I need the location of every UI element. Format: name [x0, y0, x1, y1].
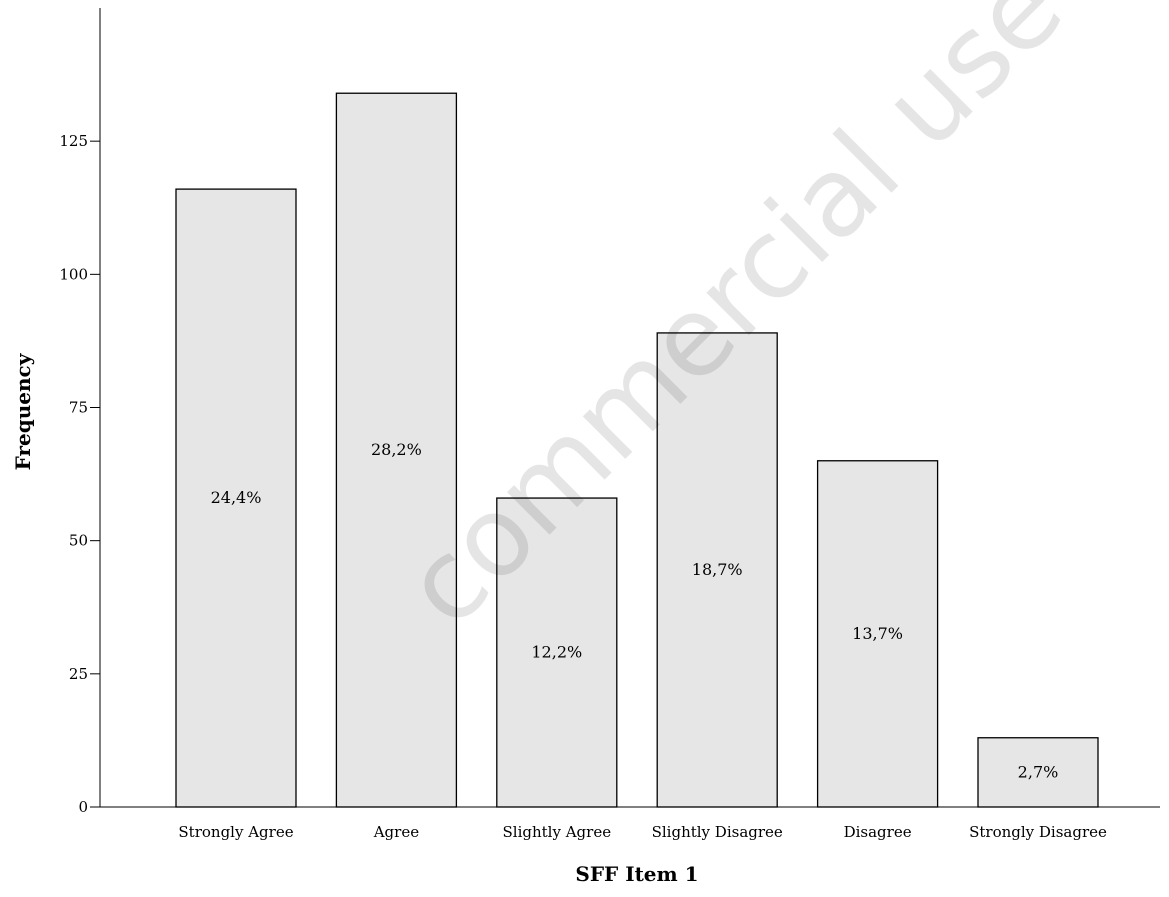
labels: Strongly Agree 24,4% Agree 28,2% Slightly Ag… [178, 440, 1107, 841]
data-label: 13,7% [852, 624, 903, 643]
data-label: 28,2% [371, 440, 422, 459]
data-label: 2,7% [1018, 762, 1059, 781]
x-tick-label: Strongly Disagree [969, 823, 1107, 841]
x-tick-label: Slightly Disagree [652, 823, 783, 841]
y-axis-title: Frequency [11, 352, 35, 470]
data-label: 24,4% [211, 488, 262, 507]
y-tick-label: 125 [59, 132, 88, 150]
y-tick-label: 50 [69, 532, 88, 550]
bar [496, 497, 618, 808]
bars [175, 92, 1099, 808]
data-label: 18,7% [692, 560, 743, 579]
y-tick-label: 0 [78, 798, 88, 816]
y-tick-label: 75 [69, 399, 88, 417]
x-tick-label: Agree [373, 823, 419, 841]
bar [656, 332, 778, 808]
bar [175, 188, 297, 808]
y-tick-label: 100 [59, 265, 88, 283]
x-axis-title: SFF Item 1 [575, 862, 698, 886]
bar [816, 460, 939, 808]
x-tick-label: Disagree [844, 823, 912, 841]
bar [335, 92, 458, 808]
x-tick-label: Slightly Agree [503, 823, 612, 841]
x-tick-label: Strongly Agree [178, 823, 293, 841]
data-label: 12,2% [531, 643, 582, 662]
bar [977, 737, 1099, 808]
y-tick-label: 25 [69, 665, 88, 683]
